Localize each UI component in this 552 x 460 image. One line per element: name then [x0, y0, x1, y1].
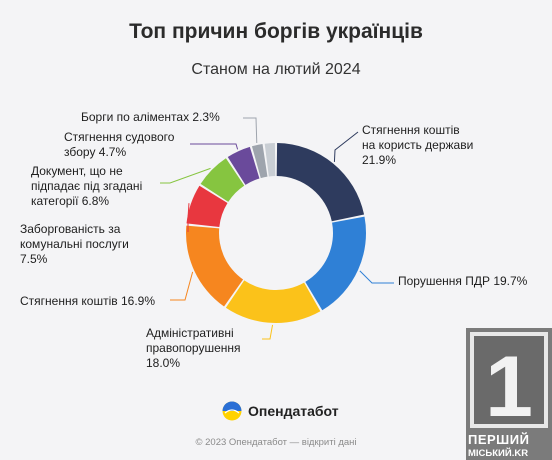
brand: Опендатабот [222, 400, 339, 422]
watermark-text-1: ПЕРШИЙ [468, 432, 530, 447]
leader-line-other-documents [160, 167, 211, 184]
slice-state-collection [276, 143, 365, 222]
slice-funds-collection [186, 225, 244, 307]
slice-alimony [251, 144, 268, 179]
leader-line-state-collection [333, 131, 359, 162]
leader-line-traffic-violations [359, 270, 394, 284]
label-alimony: Борги по аліментах 2.3% [81, 110, 220, 124]
label-state-collection: Стягнення коштів на користь держави 21.9… [362, 123, 474, 167]
slice-other [264, 143, 276, 177]
watermark-number: 1 [485, 339, 533, 435]
leader-line-funds-collection [170, 271, 194, 301]
chart-subtitle: Станом на лютий 2024 [191, 61, 361, 78]
label-other-documents: Документ, що не підпадає під згадані кат… [31, 164, 143, 208]
opendatabot-logo-icon [222, 401, 242, 421]
leader-line-alimony [243, 117, 258, 144]
label-administrative-offenses: Адміністративні правопорушення 18.0% [146, 326, 241, 370]
watermark-logo-icon: 1 [466, 328, 552, 460]
label-funds-collection: Стягнення коштів 16.9% [20, 294, 156, 308]
footer-copyright: © 2023 Опендатабот — відкриті дані [195, 437, 357, 448]
label-utility-debt: Заборгованість за комунальні послуги 7.5… [20, 222, 129, 266]
slice-administrative-offenses [225, 280, 321, 323]
brand-name: Опендатабот [248, 403, 339, 419]
slice-traffic-violations [305, 216, 366, 311]
slice-other-documents [200, 158, 245, 202]
leader-line-court-fee [190, 143, 239, 150]
watermark-text-2: МІСЬКИЙ.KR [468, 448, 529, 459]
label-court-fee: Стягнення судового збору 4.7% [64, 130, 175, 159]
chart-title: Топ причин боргів українців [129, 20, 423, 43]
leader-line-administrative-offenses [262, 324, 274, 340]
leader-line-utility-debt [187, 203, 190, 232]
label-traffic-violations: Порушення ПДР 19.7% [398, 274, 528, 288]
slice-utility-debt [186, 185, 228, 227]
slice-court-fee [227, 146, 260, 185]
